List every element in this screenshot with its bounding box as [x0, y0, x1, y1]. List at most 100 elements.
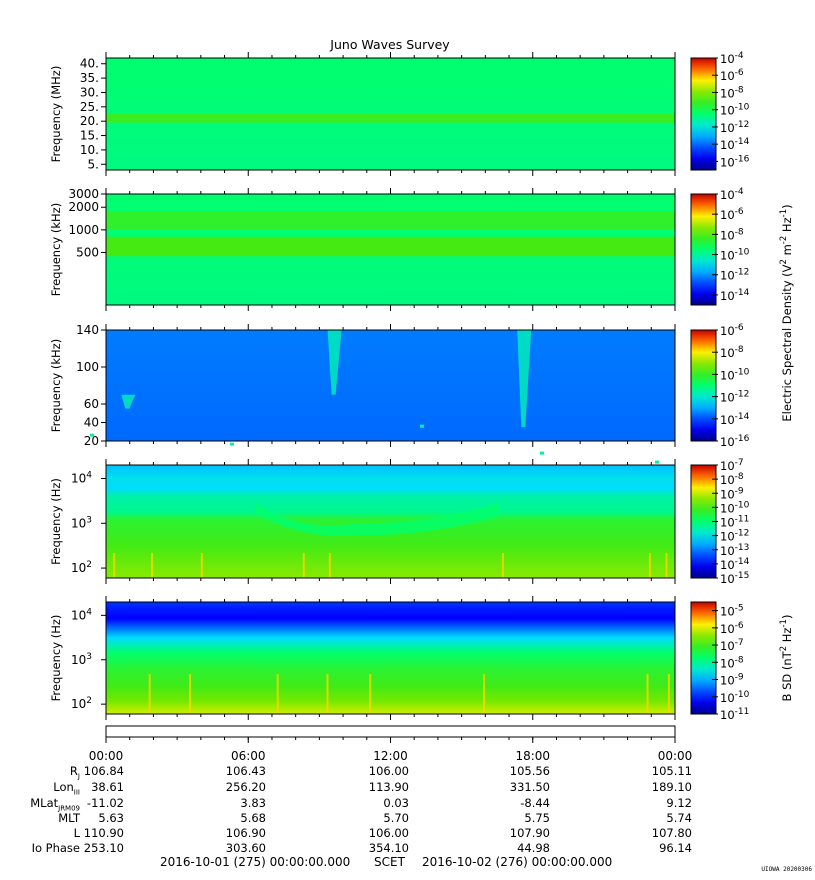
colorbar-tick-exponent: -9: [735, 486, 744, 496]
ephemeris-value: 5.75: [524, 811, 550, 825]
colorbar: [690, 193, 717, 306]
y-tick-label: 35.: [80, 71, 99, 85]
time-tick-label: 12:00: [373, 749, 408, 763]
colorbar-tick-label: 10-16: [720, 434, 750, 449]
colorbar-tick-label: 10-8: [720, 472, 744, 487]
radio-burst: [517, 330, 532, 428]
y-tick-label: 104: [71, 470, 92, 485]
time-axis: 00:00 06:00 12:00 18:00 00:00: [89, 725, 693, 763]
colorbar-tick-label: 10-7: [720, 458, 744, 473]
y-tick-label: 60: [84, 397, 99, 411]
time-tick-label: 18:00: [515, 749, 550, 763]
colorbar-tick-exponent: -12: [735, 529, 750, 539]
time-tick-label: 00:00: [658, 749, 693, 763]
colorbar-tick-exponent: -7: [735, 638, 744, 648]
noise-feature: [230, 442, 234, 446]
panel-1: 40.35.30.25.20.15.10.5. Frequency (MHz) 10…: [49, 51, 750, 176]
noise-spike: [326, 674, 329, 714]
y-tick-label: 102: [71, 696, 92, 711]
colorbar-tick-exponent: -6: [735, 323, 744, 333]
y-axis-label: Frequency (MHz): [49, 66, 63, 163]
colorbar-tick-exponent: -10: [735, 367, 750, 377]
ephemeris-value: 107.80: [651, 826, 692, 840]
colorbar-tick-label: 10-12: [720, 529, 749, 544]
colorbar-tick-label: 10-9: [720, 673, 744, 688]
ephemeris-value: 107.90: [509, 826, 550, 840]
colorbar-tick-exponent: -6: [735, 207, 744, 217]
emission-band: [106, 211, 675, 230]
colorbar-tick-exponent: -13: [735, 543, 750, 553]
panel-5: 104 103 102 Frequency (Hz) 10-5 10-6 10-7 10-8 1…: [49, 596, 750, 722]
y-tick-exponent: 2: [86, 560, 92, 570]
colorbar-tick-label: 10-8: [720, 345, 744, 360]
colorbar-tick-label: 10-8: [720, 85, 744, 100]
colorbar-tick-exponent: -6: [735, 68, 744, 78]
footer-end-time: 2016-10-02 (276) 00:00:00.000: [422, 855, 613, 869]
y-tick-label: 25.: [80, 100, 99, 114]
y-axis-label: Frequency (Hz): [49, 478, 63, 565]
emission-region: [255, 503, 500, 536]
radio-burst: [327, 330, 342, 395]
colorbar-tick-label: 10-10: [720, 248, 750, 263]
colorbar-tick-label: 10-16: [720, 154, 750, 169]
colorbar-tick-label: 10-4: [720, 187, 744, 202]
ephemeris-value: 105.56: [509, 764, 550, 778]
colorbar-tick-exponent: -8: [735, 472, 744, 482]
colorbar-tick-exponent: -4: [735, 187, 744, 197]
ephemeris-label: L: [73, 826, 80, 840]
ephemeris-value: 331.50: [509, 780, 550, 794]
noise-spike: [501, 553, 504, 578]
noise-feature: [90, 433, 94, 437]
ephemeris-label: MLT: [58, 811, 80, 825]
ephemeris-value: 38.61: [91, 780, 124, 794]
colorbar-tick-exponent: -8: [735, 345, 744, 355]
ephemeris-value: 106.00: [368, 826, 409, 840]
colorbar-tick-exponent: -12: [735, 268, 750, 278]
ephemeris-value: 106.43: [225, 764, 266, 778]
ephemeris-value: 256.20: [225, 780, 266, 794]
colorbar-tick-label: 10-14: [720, 288, 750, 303]
colorbar-tick-label: 10-10: [720, 103, 750, 118]
colorbar-tick-label: 10-5: [720, 604, 744, 619]
colorbar-tick-exponent: -5: [735, 604, 744, 614]
colorbar-tick-label: 10-6: [720, 621, 744, 636]
ephemeris-value: 5.68: [240, 811, 266, 825]
noise-spike: [113, 553, 116, 578]
noise-spike: [151, 553, 154, 578]
y-tick-label: 10.: [80, 143, 99, 157]
y-tick-label: 500: [76, 245, 99, 259]
footer-start-time: 2016-10-01 (275) 00:00:00.000: [160, 855, 351, 869]
colorbar-tick-exponent: -15: [735, 571, 750, 581]
colorbar-tick-label: 10-10: [720, 690, 750, 705]
colorbar-tick-label: 10-9: [720, 486, 744, 501]
colorbar-tick-label: 10-11: [720, 515, 749, 530]
ephemeris-value: 106.84: [83, 764, 124, 778]
y-tick-label: 40.: [80, 57, 99, 71]
ephemeris-value: 0.03: [383, 796, 409, 810]
ephemeris-label: RJ: [69, 764, 80, 781]
spectrogram-image: [106, 330, 675, 441]
noise-spike: [200, 553, 203, 578]
y-axis-label: Frequency (kHz): [49, 339, 63, 432]
ephemeris-value: 5.70: [383, 811, 409, 825]
colorbar-tick-exponent: -10: [735, 690, 750, 700]
noise-spike: [148, 674, 151, 714]
colorbar-tick-exponent: -7: [735, 458, 744, 468]
emission-band: [106, 236, 675, 257]
colorbar-tick-label: 10-14: [720, 137, 750, 152]
colorbar-tick-exponent: -8: [735, 85, 744, 95]
ephemeris-value: 9.12: [666, 796, 692, 810]
colorbar-tick-exponent: -8: [735, 655, 744, 665]
credit-label: UIOWA 20200306: [761, 866, 812, 873]
ephemeris-value: 44.98: [517, 841, 550, 855]
y-tick-label: 30.: [80, 85, 99, 99]
y-tick-exponent: 4: [86, 470, 92, 480]
noise-feature: [655, 460, 659, 464]
colorbar-tick-exponent: -4: [735, 51, 744, 61]
y-tick-label: 103: [71, 652, 92, 667]
ephemeris-value: 105.11: [651, 764, 692, 778]
colorbar: [690, 329, 717, 442]
colorbar-title-magnetic: B SD (nT2 Hz-1): [779, 615, 794, 702]
ephemeris-value: 96.14: [659, 841, 692, 855]
